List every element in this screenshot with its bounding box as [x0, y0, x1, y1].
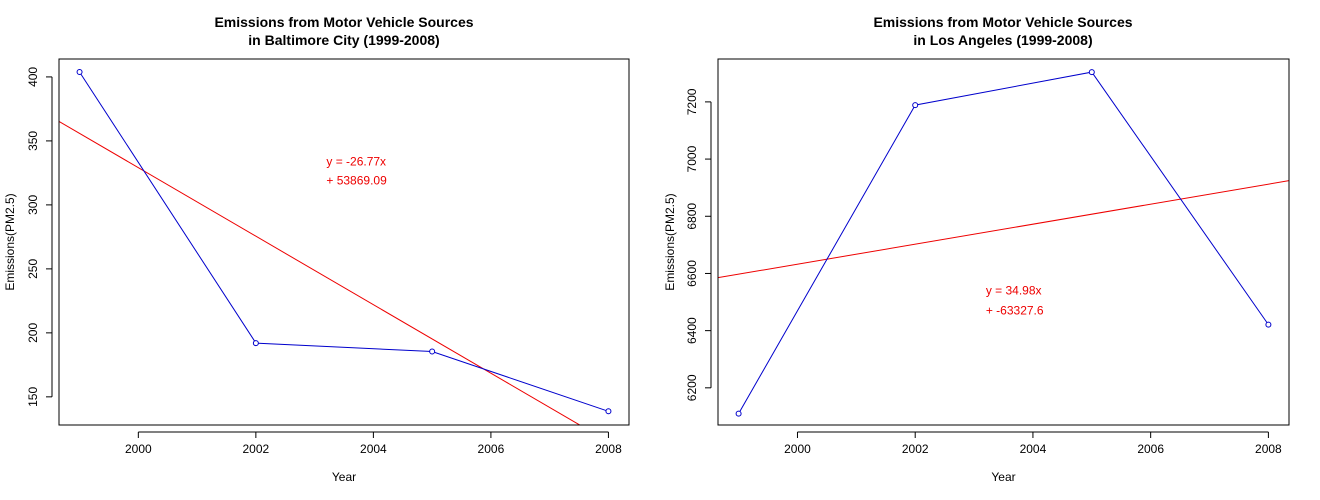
y-tick-label: 150 [26, 387, 40, 407]
x-tick-label: 2004 [360, 442, 387, 456]
x-axis-title: Year [332, 470, 356, 484]
y-tick-label: 200 [26, 323, 40, 343]
data-point [252, 340, 259, 347]
regression-line [718, 180, 1289, 279]
regression-equation-line2: + 53869.09 [326, 174, 387, 188]
los-angeles-chart-panel: Emissions from Motor Vehicle Sources in L… [663, 14, 1290, 484]
plot-frame [717, 58, 1290, 426]
chart-subtitle: in Los Angeles (1999-2008) [913, 32, 1092, 48]
regression-equation-line1: y = 34.98x [986, 284, 1042, 298]
data-point [605, 408, 612, 415]
x-tick-label: 2006 [1137, 442, 1164, 456]
regression-equation-line2: + -63327.6 [986, 304, 1044, 318]
y-tick-label: 350 [26, 131, 40, 151]
y-tick-label: 6400 [685, 317, 699, 344]
x-tick-label: 2006 [478, 442, 505, 456]
x-tick-label: 2002 [243, 442, 270, 456]
x-tick-label: 2004 [1020, 442, 1047, 456]
chart-title: Emissions from Motor Vehicle Sources [214, 14, 473, 30]
y-tick-label: 400 [26, 67, 40, 87]
y-tick-label: 300 [26, 195, 40, 215]
y-tick-label: 7000 [685, 145, 699, 172]
x-tick-label: 2000 [125, 442, 152, 456]
data-point [735, 410, 742, 417]
y-tick-label: 6200 [685, 374, 699, 401]
plot-frame [58, 58, 630, 426]
baltimore-chart-panel: Emissions from Motor Vehicle Sources in B… [3, 14, 630, 484]
y-tick-label: 6600 [685, 260, 699, 287]
x-tick-label: 2002 [902, 442, 929, 456]
y-tick-label: 250 [26, 259, 40, 279]
chart-title: Emissions from Motor Vehicle Sources [873, 14, 1132, 30]
chart-subtitle: in Baltimore City (1999-2008) [248, 32, 439, 48]
x-tick-label: 2008 [1255, 442, 1282, 456]
series-line [738, 71, 1269, 414]
y-axis-title: Emissions(PM2.5) [3, 193, 17, 290]
y-tick-label: 7200 [685, 88, 699, 115]
data-point [912, 102, 919, 109]
data-point [1265, 321, 1272, 328]
regression-equation-line1: y = -26.77x [326, 154, 386, 168]
x-tick-label: 2000 [784, 442, 811, 456]
data-point [1088, 69, 1095, 76]
x-tick-label: 2008 [595, 442, 622, 456]
data-point [76, 69, 83, 76]
y-axis-title: Emissions(PM2.5) [663, 193, 677, 290]
x-axis-title: Year [991, 470, 1015, 484]
regression-line [59, 120, 581, 425]
data-point [429, 348, 436, 355]
y-tick-label: 6800 [685, 203, 699, 230]
series-line [79, 71, 609, 412]
